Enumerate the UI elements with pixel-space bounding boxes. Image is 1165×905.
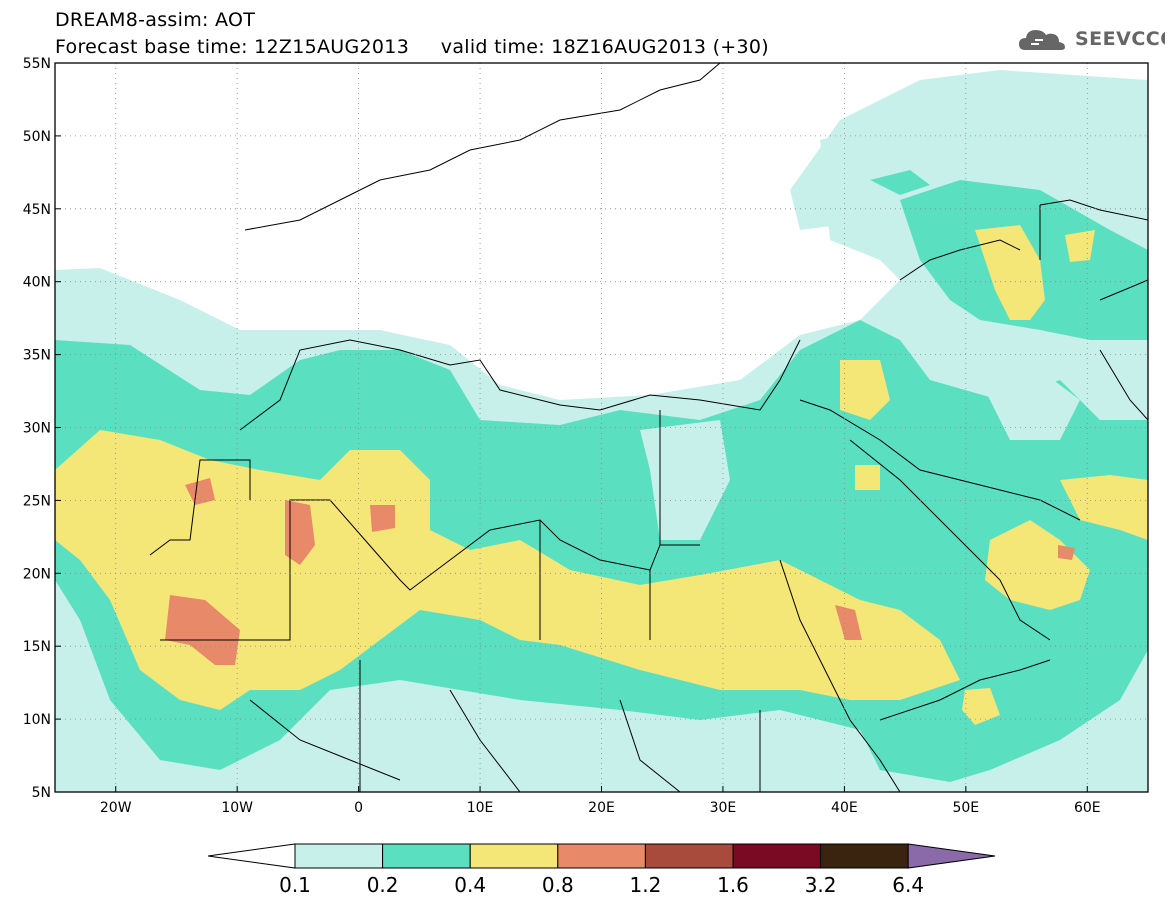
colorbar-labels: 0.1 0.2 0.4 0.8 1.2 1.6 3.2 6.4 <box>279 873 924 897</box>
lon-tick-label: 60E <box>1074 800 1101 816</box>
lon-tick-label: 0 <box>354 800 363 816</box>
lon-tick-label: 10W <box>221 800 253 816</box>
colorbar-box <box>732 843 822 869</box>
colorbar-label: 0.2 <box>367 873 399 897</box>
colorbar-max-arrow <box>907 843 996 869</box>
lon-tick-label: 20E <box>588 800 615 816</box>
aot-contour-fields <box>55 63 1148 792</box>
colorbar-label: 1.6 <box>717 873 749 897</box>
colorbar-label: 6.4 <box>892 873 924 897</box>
lat-tick-label: 5N <box>32 785 51 801</box>
lon-tick-label: 50E <box>952 800 979 816</box>
colorbar-box <box>382 843 471 869</box>
lat-tick-label: 40N <box>23 275 51 291</box>
map-title: DREAM8-assim: AOT <box>55 9 256 31</box>
seevccc-logo: SEEVCCC <box>1075 28 1165 50</box>
colorbar-box <box>294 843 384 869</box>
lon-tick-label: 30E <box>710 800 737 816</box>
colorbar-label: 0.4 <box>454 873 486 897</box>
lat-tick-label: 10N <box>23 712 51 728</box>
lat-tick-label: 45N <box>23 202 51 218</box>
colorbar-label: 0.1 <box>279 873 311 897</box>
colorbar-label: 3.2 <box>805 873 837 897</box>
lon-tick-label: 10E <box>467 800 494 816</box>
forecast-time-line: Forecast base time: 12Z15AUG2013 valid t… <box>55 36 770 58</box>
lat-tick-label: 15N <box>23 639 51 655</box>
colorbar-box <box>820 843 909 869</box>
lon-tick-label: 40E <box>831 800 858 816</box>
lat-tick-label: 30N <box>23 421 51 437</box>
cloud-icon <box>1019 30 1065 50</box>
lat-tick-label: 25N <box>23 493 51 509</box>
lat-tick-label: 20N <box>23 566 51 582</box>
colorbar-label: 1.2 <box>629 873 661 897</box>
lon-tick-label: 20W <box>100 800 132 816</box>
longitude-labels: 20W 10W 0 10E 20E 30E 40E 50E 60E <box>100 786 1101 816</box>
lat-tick-label: 50N <box>23 129 51 145</box>
colorbar <box>207 843 996 869</box>
colorbar-label: 0.8 <box>542 873 574 897</box>
map-grid <box>55 63 1148 792</box>
lat-tick-label: 55N <box>23 56 51 72</box>
colorbar-box <box>557 843 646 869</box>
colorbar-box <box>469 843 559 869</box>
lat-tick-label: 35N <box>23 348 51 364</box>
latitude-labels: 55N 50N 45N 40N 35N 30N 25N 20N 15N 10N 5N <box>23 56 61 801</box>
colorbar-min-arrow <box>207 843 296 869</box>
colorbar-box <box>644 843 734 869</box>
